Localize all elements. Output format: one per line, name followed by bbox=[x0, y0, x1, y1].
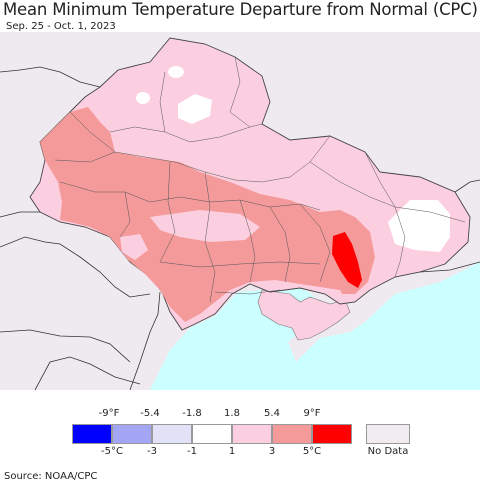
legend-c-label: -5°C bbox=[101, 446, 123, 457]
legend-f-label: -9°F bbox=[98, 408, 120, 419]
legend-swatch bbox=[152, 424, 192, 444]
date-range: Sep. 25 - Oct. 1, 2023 bbox=[6, 21, 116, 32]
black-sea bbox=[150, 262, 480, 390]
legend-f-label: 5.4 bbox=[264, 408, 280, 419]
legend-c-label: -3 bbox=[147, 446, 157, 457]
country-borders bbox=[0, 66, 480, 390]
legend-no-data-swatch bbox=[366, 424, 410, 444]
legend-c-label: -1 bbox=[187, 446, 197, 457]
legend-swatch bbox=[312, 424, 352, 444]
legend-c-label: 5°C bbox=[302, 446, 322, 457]
near-normal-north-1 bbox=[178, 94, 212, 124]
legend-f-label: 9°F bbox=[303, 408, 321, 419]
legend-f-label: -5.4 bbox=[140, 408, 160, 419]
legend-c-label: 1 bbox=[228, 446, 236, 457]
legend-f-label: -1.8 bbox=[182, 408, 202, 419]
near-normal-north-3 bbox=[168, 66, 184, 78]
near-normal-north-2 bbox=[136, 92, 150, 104]
legend-swatch bbox=[112, 424, 152, 444]
oblast-borders bbox=[54, 56, 466, 303]
legend-c-label: 3 bbox=[268, 446, 276, 457]
mild-anomaly-central bbox=[150, 210, 260, 242]
near-normal-east bbox=[388, 200, 450, 252]
legend-no-data-label: No Data bbox=[367, 446, 409, 457]
crimea bbox=[257, 289, 351, 341]
legend-f-label: 1.8 bbox=[224, 408, 240, 419]
mild-anomaly-south bbox=[120, 234, 148, 260]
color-legend: -9°F -5.4 -1.8 1.8 5.4 9°F -5°C -3 -1 1 … bbox=[0, 408, 480, 458]
legend-swatch bbox=[192, 424, 232, 444]
legend-swatch bbox=[272, 424, 312, 444]
legend-swatch bbox=[232, 424, 272, 444]
hot-spot bbox=[332, 232, 362, 288]
source-credit: Source: NOAA/CPC bbox=[4, 471, 98, 482]
temperature-map bbox=[0, 32, 480, 390]
map-title: Mean Minimum Temperature Departure from … bbox=[3, 0, 478, 19]
legend-swatch bbox=[72, 424, 112, 444]
